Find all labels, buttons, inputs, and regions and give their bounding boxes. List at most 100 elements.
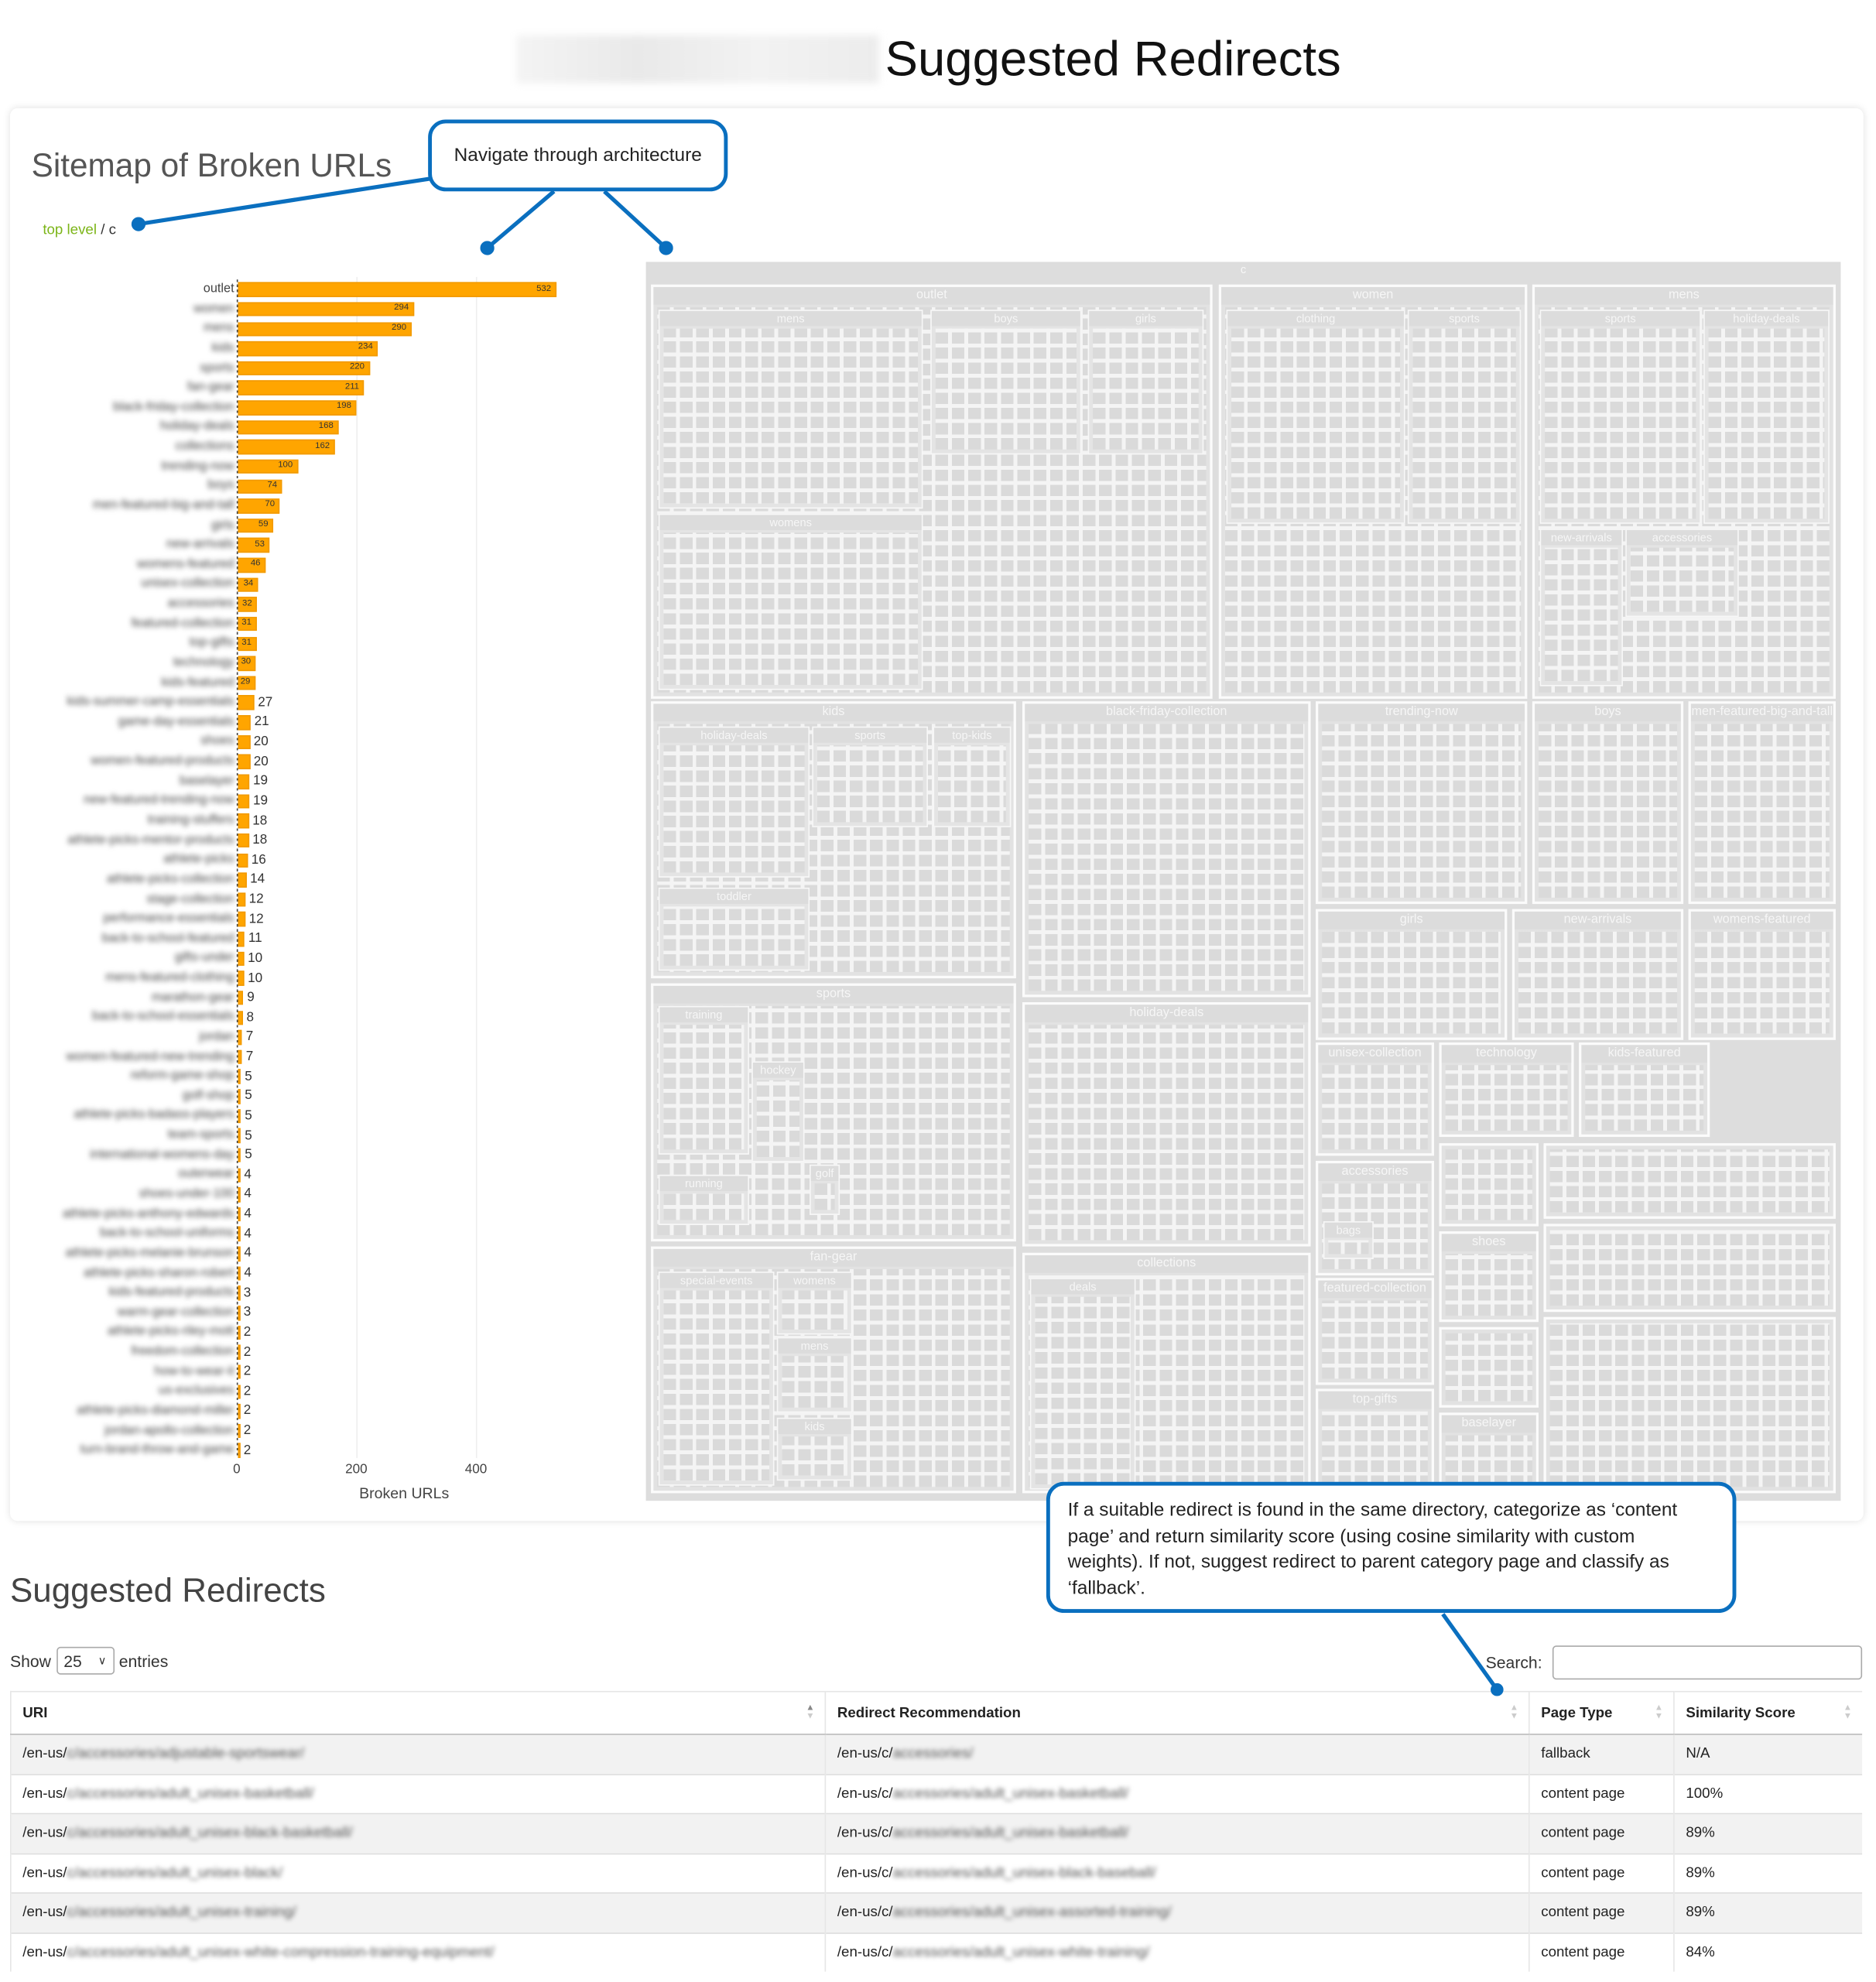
treemap-leaf-grid[interactable] [1322, 724, 1522, 898]
treemap-leaf-grid[interactable] [782, 1436, 847, 1476]
bar-category-label[interactable]: baselayer [180, 774, 234, 789]
treemap-subnode-label[interactable]: kids [778, 1419, 851, 1434]
treemap-subnode-label[interactable]: hockey [752, 1063, 803, 1078]
bar-category-label[interactable]: holiday-deals [159, 419, 234, 434]
treemap-subnode-label[interactable]: womens [778, 1272, 851, 1289]
bar[interactable] [238, 1384, 241, 1399]
bar-category-label[interactable]: athlete-picks-anthony-edwards [63, 1207, 234, 1221]
treemap-leaf-grid[interactable] [663, 906, 805, 966]
treemap-subnode[interactable]: mens [658, 310, 923, 509]
treemap-leaf-grid[interactable] [1322, 1065, 1428, 1150]
bar-category-label[interactable]: collections [175, 439, 234, 454]
bar-category-label[interactable]: kids-featured [161, 675, 234, 690]
treemap-subnode-label[interactable]: bags [1324, 1222, 1373, 1238]
treemap-node-label[interactable]: baselayer [1441, 1415, 1536, 1433]
treemap-subnode-label[interactable]: top-kids [934, 727, 1010, 743]
treemap-subnode[interactable]: womens [658, 513, 923, 690]
treemap-node[interactable]: boys [1532, 701, 1684, 905]
bar[interactable] [238, 813, 249, 829]
treemap-node-label[interactable]: kids-featured [1581, 1045, 1708, 1063]
bar-category-label[interactable]: shoes-under-100 [139, 1187, 234, 1201]
treemap-node-label[interactable]: fan-gear [653, 1248, 1014, 1267]
bar-category-label[interactable]: athlete-picks-mentor-products [67, 833, 234, 847]
bar-category-label[interactable]: girls [211, 518, 234, 532]
bar[interactable] [238, 1443, 241, 1458]
treemap-node-label[interactable]: holiday-deals [1025, 1005, 1309, 1023]
treemap-subnode-label[interactable]: mens [659, 310, 922, 327]
bar-category-label[interactable]: mens [203, 321, 234, 336]
treemap-node-label[interactable]: top-gifts [1318, 1391, 1432, 1409]
treemap-leaf-grid[interactable] [935, 328, 1077, 450]
treemap-subnode[interactable]: mens [776, 1337, 853, 1413]
bar-category-label[interactable]: athlete-picks-diamond-miller [77, 1403, 234, 1418]
column-header-similarity-score[interactable]: Similarity Score ▲ ▼ [1673, 1690, 1863, 1735]
treemap-subnode[interactable]: training [658, 1005, 749, 1155]
treemap-leaf-grid[interactable] [663, 1193, 745, 1220]
treemap-node[interactable]: outlet mens boys girls womens [651, 284, 1213, 699]
bar[interactable] [238, 734, 250, 750]
bar[interactable] [238, 1187, 241, 1203]
treemap-subnode[interactable]: boys [930, 310, 1082, 455]
bar-category-label[interactable]: athlete-picks-sharon-robert [84, 1265, 234, 1280]
treemap-leaf-grid[interactable] [1694, 724, 1830, 898]
bar-category-label[interactable]: game-day-essentials [118, 714, 234, 729]
bar[interactable] [238, 617, 257, 632]
treemap-subnode[interactable]: new-arrivals [1539, 529, 1624, 686]
treemap-subnode-label[interactable]: boys [931, 310, 1080, 327]
bar-category-label[interactable]: how-to-wear-it [154, 1364, 234, 1378]
bar-category-label[interactable]: accessories [167, 597, 234, 611]
table-row[interactable]: /en-us/c/accessories/adult_unisex-black-… [10, 1813, 1863, 1854]
treemap-node[interactable] [1543, 1316, 1836, 1494]
bar-category-label[interactable]: new-arrivals [166, 537, 234, 552]
treemap-subnode[interactable]: girls [1087, 310, 1204, 455]
treemap-leaf-grid[interactable] [1549, 1323, 1830, 1487]
treemap-subnode-label[interactable]: special-events [659, 1272, 773, 1289]
treemap-node[interactable]: baselayer [1439, 1412, 1539, 1494]
treemap-subnode-label[interactable]: new-arrivals [1541, 529, 1622, 546]
treemap-node-label[interactable]: girls [1318, 911, 1505, 929]
bar-category-label[interactable]: athlete-picks-riley-mott [107, 1325, 234, 1339]
treemap-node-label[interactable]: accessories [1318, 1163, 1432, 1181]
bar[interactable] [238, 951, 245, 967]
bar[interactable] [238, 1207, 241, 1222]
bar-category-label[interactable]: women-featured-new-trending [66, 1049, 234, 1063]
bar-category-label[interactable]: back-to-school-featured [101, 931, 234, 946]
bar[interactable] [238, 793, 250, 809]
bar[interactable] [238, 912, 245, 927]
treemap-leaf-grid[interactable] [1585, 1065, 1704, 1131]
treemap-node[interactable]: kids holiday-deals sports top-kids toddler [651, 701, 1016, 979]
bar-category-label[interactable]: us-exclusives [158, 1384, 234, 1398]
bar-category-label[interactable]: jordan-apollo-collection [104, 1423, 234, 1438]
bar-category-label[interactable]: black-friday-collection [113, 399, 234, 414]
bar-category-label[interactable]: outerwear [178, 1167, 234, 1182]
bar[interactable] [238, 1227, 241, 1242]
sitemap-treemap[interactable]: c outlet mens boys girls womens women clothing… [645, 262, 1841, 1501]
treemap-leaf-grid[interactable] [938, 745, 1006, 823]
bar[interactable] [238, 1069, 241, 1084]
bar-category-label[interactable]: top-gifts [189, 636, 234, 650]
treemap-leaf-grid[interactable] [782, 1290, 847, 1330]
treemap-leaf-grid[interactable] [1630, 547, 1734, 612]
treemap-leaf-grid[interactable] [1322, 1300, 1428, 1379]
bar[interactable] [238, 1108, 241, 1124]
bar-category-label[interactable]: kids [211, 341, 234, 355]
treemap-leaf-grid[interactable] [663, 1025, 745, 1150]
treemap-leaf-grid[interactable] [663, 328, 918, 504]
bar-category-label[interactable]: womens-featured [136, 557, 234, 572]
treemap-subnode-label[interactable]: deals [1031, 1279, 1135, 1295]
bar-category-label[interactable]: featured-collection [131, 616, 234, 631]
bar-category-label[interactable]: fan-gear [187, 380, 234, 395]
bar[interactable] [238, 656, 256, 671]
treemap-subnode[interactable]: special-events [658, 1272, 775, 1486]
bar[interactable] [238, 1285, 241, 1301]
bar[interactable] [238, 715, 251, 730]
treemap-node-label[interactable]: outlet [653, 286, 1210, 305]
treemap-leaf-grid[interactable] [1445, 1435, 1532, 1487]
bar[interactable] [238, 557, 266, 573]
treemap-node[interactable]: collections deals [1022, 1252, 1311, 1494]
treemap-node[interactable]: accessories bags [1316, 1160, 1434, 1275]
treemap-leaf-grid[interactable] [1029, 1025, 1305, 1241]
treemap-subnode[interactable]: golf [810, 1164, 840, 1215]
bar[interactable] [238, 1148, 241, 1163]
page-length-select[interactable]: 25 ∨ [56, 1646, 115, 1675]
